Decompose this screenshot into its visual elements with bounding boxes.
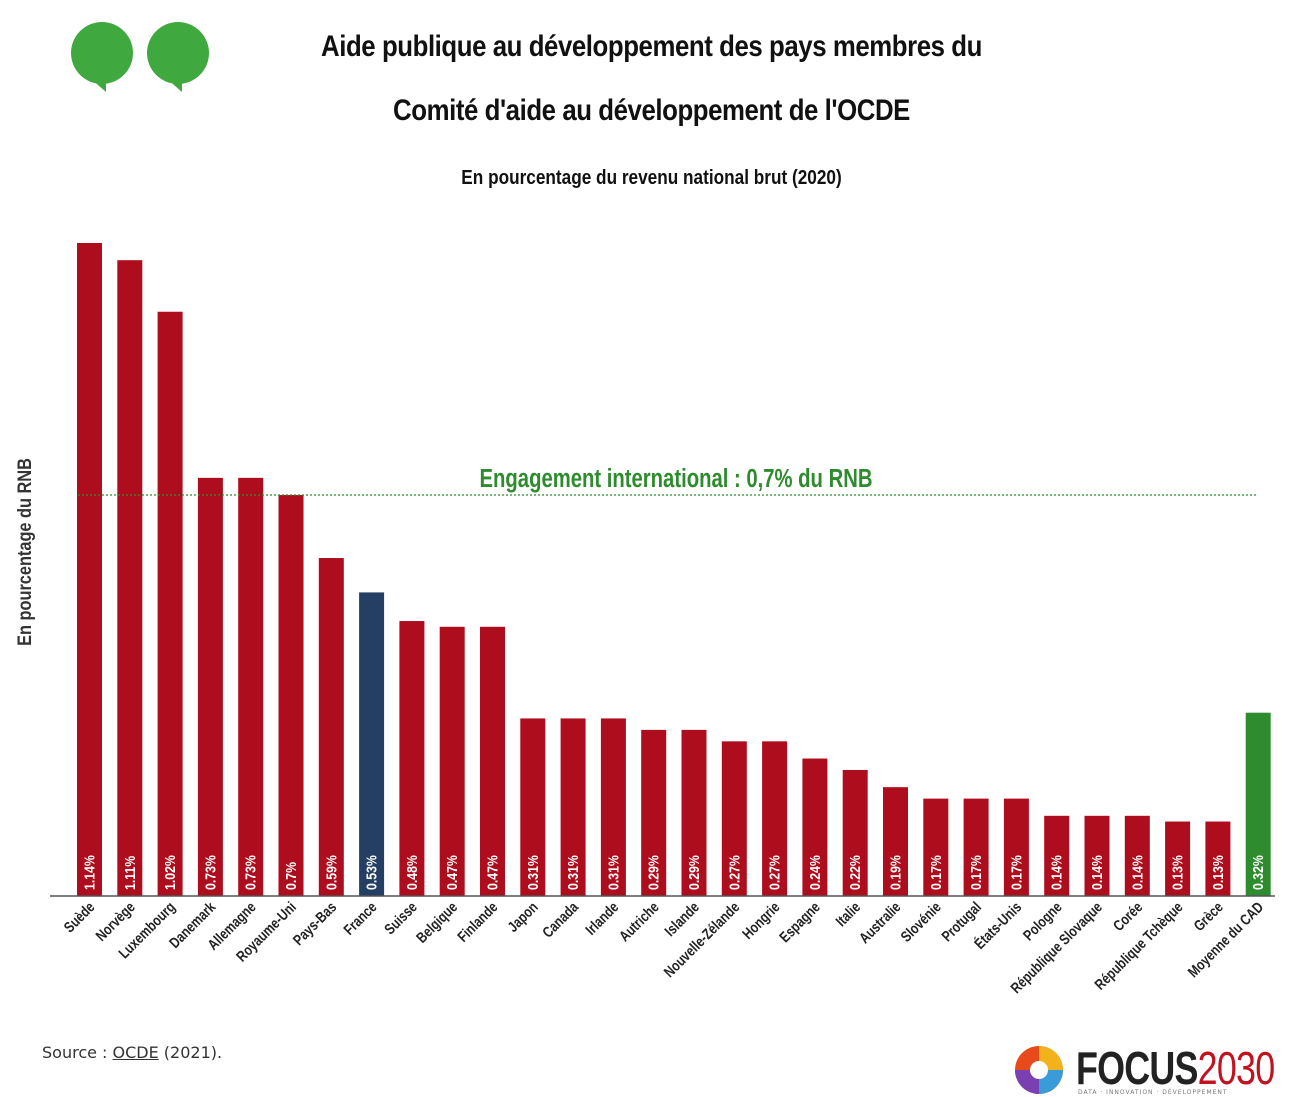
bar-value-label: 1.14% xyxy=(81,855,97,890)
bar xyxy=(762,741,788,896)
bar xyxy=(641,729,667,896)
bar xyxy=(520,718,546,896)
brand-tagline: DATA · INNOVATION · DÉVELOPPEMENT xyxy=(1078,1089,1228,1096)
bar-value-label: 0.29% xyxy=(646,855,662,890)
bar xyxy=(1003,798,1029,896)
bar-value-label: 0.31% xyxy=(565,855,581,890)
bar-value-label: 1.02% xyxy=(162,855,178,890)
x-tick-label: Belgique xyxy=(413,898,461,946)
bar xyxy=(77,243,102,896)
bar xyxy=(278,495,304,896)
bar xyxy=(1245,712,1271,896)
bar-value-label: 0.24% xyxy=(807,855,823,890)
bar-value-label: 0.17% xyxy=(1008,855,1024,890)
bar-value-label: 0.32% xyxy=(1250,855,1266,890)
x-tick-label: Australie xyxy=(856,898,904,946)
bar-value-label: 0.17% xyxy=(968,855,984,890)
x-tick-label: Italie xyxy=(832,898,863,929)
source-link[interactable]: OCDE xyxy=(112,1043,159,1062)
x-tick-label: Slovénie xyxy=(898,898,945,945)
x-tick-label: Grèce xyxy=(1190,898,1226,934)
x-tick-label: France xyxy=(340,898,380,938)
bar xyxy=(318,558,344,896)
bar xyxy=(842,769,868,896)
quote-marks-icon xyxy=(71,22,209,92)
bar xyxy=(1124,815,1150,896)
bar-value-label: 0.22% xyxy=(847,855,863,890)
bar xyxy=(197,477,223,896)
bar-value-label: 0.19% xyxy=(887,855,903,890)
bar-value-label: 0.73% xyxy=(243,855,259,890)
bar-value-label: 0.31% xyxy=(605,855,621,890)
bar-value-label: 0.17% xyxy=(928,855,944,890)
bar xyxy=(1165,821,1191,896)
bar-value-label: 0.29% xyxy=(686,855,702,890)
source-prefix: Source : xyxy=(42,1043,113,1062)
focus2030-aperture-icon xyxy=(1015,1046,1063,1094)
bar xyxy=(480,626,505,896)
bar xyxy=(963,798,989,896)
bar xyxy=(681,729,707,896)
x-tick-label: Hongrie xyxy=(739,898,783,942)
source-suffix: (2021). xyxy=(158,1043,223,1062)
bar xyxy=(117,260,143,896)
bar-value-label: 0.7% xyxy=(283,862,299,890)
bar xyxy=(923,798,949,896)
bar-value-label: 0.13% xyxy=(1210,855,1226,890)
bar xyxy=(238,477,264,896)
bar-chart: En pourcentage du RNB1.14%Suède1.11%Norv… xyxy=(14,243,1275,997)
bar-value-label: 0.53% xyxy=(363,855,379,890)
bar xyxy=(1044,815,1070,896)
bar xyxy=(359,592,385,896)
bar-value-label: 0.27% xyxy=(726,855,742,890)
bar-value-label: 0.13% xyxy=(1169,855,1185,890)
bar xyxy=(721,741,747,896)
x-tick-label: Suède xyxy=(61,898,98,935)
bar-value-label: 0.48% xyxy=(404,855,420,890)
bar xyxy=(802,758,828,896)
bar-value-label: 0.14% xyxy=(1049,855,1065,890)
bar-value-label: 0.47% xyxy=(444,855,460,890)
x-tick-label: Corée xyxy=(1110,898,1146,934)
bar xyxy=(399,621,425,896)
source-note: Source : OCDE (2021). xyxy=(42,1043,222,1062)
x-tick-label: Pays-Bas xyxy=(290,899,340,949)
bar-value-label: 0.27% xyxy=(766,855,782,890)
brand-wordmark: FOCUS2030 xyxy=(1076,1042,1275,1094)
brand-logo: FOCUS2030 DATA · INNOVATION · DÉVELOPPEM… xyxy=(1012,1043,1275,1097)
bar-value-label: 0.47% xyxy=(484,855,500,890)
bar xyxy=(1084,815,1110,896)
brand-word-focus: FOCUS xyxy=(1076,1042,1198,1094)
bar xyxy=(157,311,183,897)
x-tick-label: Espagne xyxy=(776,898,823,945)
bar-value-label: 1.11% xyxy=(122,856,138,890)
chart-title-line-1: Aide publique au développement des pays … xyxy=(321,30,982,63)
bar-value-label: 0.14% xyxy=(1089,855,1105,890)
bar xyxy=(439,626,465,896)
bar xyxy=(1205,821,1231,896)
bar-value-label: 0.31% xyxy=(525,855,541,890)
bar-value-label: 0.14% xyxy=(1129,855,1145,890)
brand-word-2030: 2030 xyxy=(1197,1042,1275,1094)
bar xyxy=(560,718,586,896)
bar xyxy=(600,718,626,896)
chart-subtitle: En pourcentage du revenu national brut (… xyxy=(461,167,842,189)
bar-value-label: 0.59% xyxy=(323,855,339,890)
x-tick-label: Autriche xyxy=(616,898,662,944)
bar xyxy=(883,787,908,896)
chart-title-line-2: Comité d'aide au développement de l'OCDE xyxy=(393,94,910,127)
y-axis-label: En pourcentage du RNB xyxy=(14,458,35,646)
x-tick-label: Canada xyxy=(539,898,582,941)
bar-value-label: 0.73% xyxy=(202,855,218,890)
x-tick-label: Finlande xyxy=(454,898,501,945)
reference-line-label: Engagement international : 0,7% du RNB xyxy=(480,464,873,493)
x-tick-label: Japon xyxy=(504,899,541,936)
